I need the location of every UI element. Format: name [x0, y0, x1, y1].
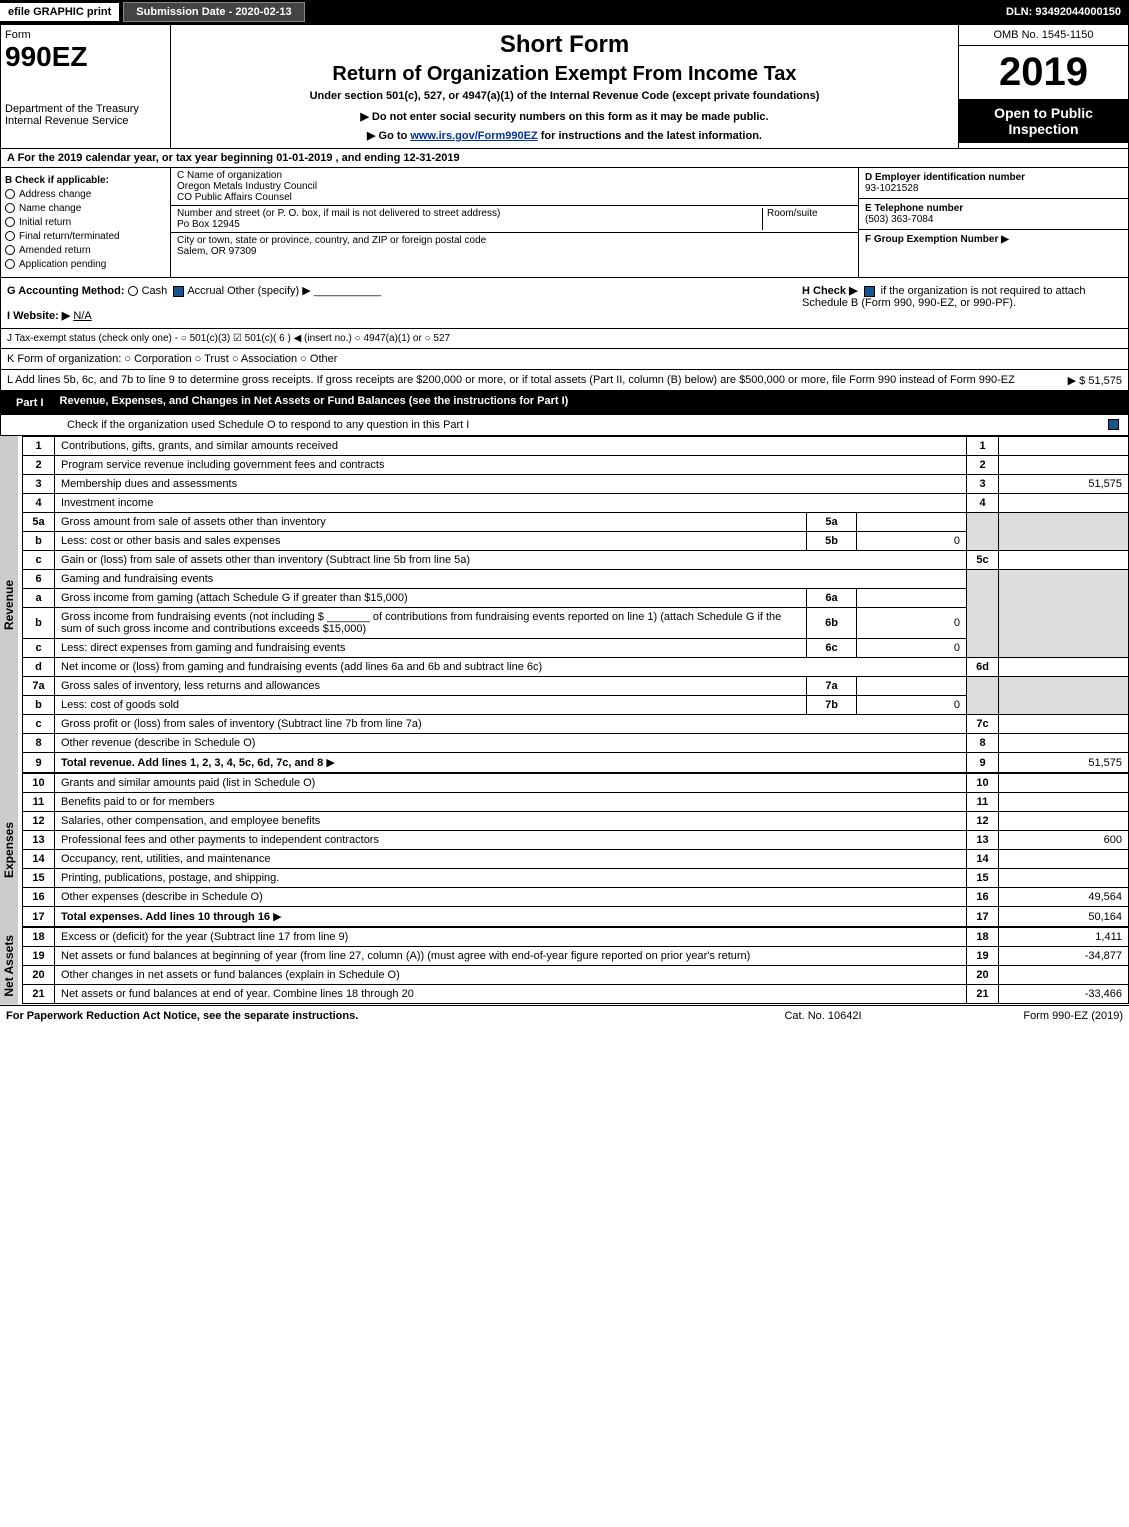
footer-left: For Paperwork Reduction Act Notice, see … — [6, 1010, 723, 1022]
val-l9: 51,575 — [999, 753, 1129, 773]
website-value: N/A — [73, 310, 91, 322]
val-l3: 51,575 — [999, 475, 1129, 494]
chk-address-change[interactable]: Address change — [5, 189, 166, 200]
dept-treasury: Department of the Treasury — [5, 103, 166, 115]
part1-check-row: Check if the organization used Schedule … — [0, 415, 1129, 436]
chk-schedule-b[interactable] — [864, 286, 875, 297]
room-label: Room/suite — [767, 208, 852, 219]
part1-label: Part I — [8, 395, 52, 411]
org-name: Oregon Metals Industry Council — [177, 181, 852, 192]
val-7b: 0 — [857, 696, 967, 715]
h-check: H Check ▶ if the organization is not req… — [802, 284, 1122, 322]
chk-name-change[interactable]: Name change — [5, 203, 166, 214]
chk-amended-return[interactable]: Amended return — [5, 245, 166, 256]
val-l17: 50,164 — [999, 907, 1129, 927]
chk-schedule-o[interactable] — [1108, 419, 1119, 430]
val-l18: 1,411 — [999, 928, 1129, 947]
return-title: Return of Organization Exempt From Incom… — [177, 63, 952, 86]
revenue-section: Revenue 1Contributions, gifts, grants, a… — [0, 436, 1129, 773]
row-j: J Tax-exempt status (check only one) - ○… — [0, 329, 1129, 349]
row-a-taxyear: A For the 2019 calendar year, or tax yea… — [0, 149, 1129, 168]
netassets-vlabel: Net Assets — [0, 927, 18, 1005]
group-exemption: F Group Exemption Number ▶ — [859, 230, 1128, 249]
val-l16: 49,564 — [999, 888, 1129, 907]
val-6c: 0 — [857, 639, 967, 658]
revenue-table: 1Contributions, gifts, grants, and simil… — [22, 436, 1129, 773]
city-block: City or town, state or province, country… — [171, 233, 858, 259]
chk-cash[interactable] — [128, 286, 138, 296]
header-left: Form 990EZ Department of the Treasury In… — [1, 25, 171, 148]
expenses-table: 10Grants and similar amounts paid (list … — [22, 773, 1129, 927]
col-b-checkboxes: B Check if applicable: Address change Na… — [1, 168, 171, 277]
chk-final-return[interactable]: Final return/terminated — [5, 231, 166, 242]
group-exemption-label: F Group Exemption Number ▶ — [865, 234, 1009, 245]
ssn-notice: ▶ Do not enter social security numbers o… — [177, 110, 952, 123]
org-co: CO Public Affairs Counsel — [177, 192, 852, 203]
tax-year: 2019 — [959, 46, 1128, 99]
row-l: L Add lines 5b, 6c, and 7b to line 9 to … — [0, 370, 1129, 391]
open-public: Open to Public Inspection — [959, 99, 1128, 143]
expenses-vlabel: Expenses — [0, 773, 18, 927]
irs-link[interactable]: www.irs.gov/Form990EZ — [410, 130, 537, 142]
irs-label: Internal Revenue Service — [5, 115, 166, 127]
dln-number: DLN: 93492044000150 — [1006, 6, 1129, 18]
goto-pre: ▶ Go to — [367, 130, 410, 142]
footer-right: Form 990-EZ (2019) — [923, 1010, 1123, 1022]
chk-initial-return[interactable]: Initial return — [5, 217, 166, 228]
netassets-section: Net Assets 18Excess or (deficit) for the… — [0, 927, 1129, 1005]
city-value: Salem, OR 97309 — [177, 246, 852, 257]
top-bar: efile GRAPHIC print Submission Date - 20… — [0, 0, 1129, 24]
page-footer: For Paperwork Reduction Act Notice, see … — [0, 1005, 1129, 1026]
efile-print-label[interactable]: efile GRAPHIC print — [0, 3, 119, 21]
expenses-section: Expenses 10Grants and similar amounts pa… — [0, 773, 1129, 927]
form-label: Form — [5, 29, 166, 41]
street-block: Number and street (or P. O. box, if mail… — [171, 206, 858, 233]
val-6b: 0 — [857, 608, 967, 639]
accounting-method: G Accounting Method: Cash Accrual Other … — [7, 284, 802, 297]
form-header: Form 990EZ Department of the Treasury In… — [0, 24, 1129, 149]
val-l13: 600 — [999, 831, 1129, 850]
col-c-org: C Name of organization Oregon Metals Ind… — [171, 168, 858, 277]
omb-number: OMB No. 1545-1150 — [959, 25, 1128, 46]
row-l-amount: ▶ $ 51,575 — [1068, 374, 1122, 387]
col-def: D Employer identification number 93-1021… — [858, 168, 1128, 277]
short-form-title: Short Form — [177, 31, 952, 59]
phone-block: E Telephone number (503) 363-7084 — [859, 199, 1128, 230]
website-row: I Website: ▶ N/A — [7, 309, 802, 322]
val-l19: -34,877 — [999, 947, 1129, 966]
org-name-block: C Name of organization Oregon Metals Ind… — [171, 168, 858, 206]
goto-line: ▶ Go to www.irs.gov/Form990EZ for instru… — [177, 129, 952, 142]
val-5b: 0 — [857, 532, 967, 551]
street-value: Po Box 12945 — [177, 219, 762, 230]
header-center: Short Form Return of Organization Exempt… — [171, 25, 958, 148]
footer-center: Cat. No. 10642I — [723, 1010, 923, 1022]
ein-label: D Employer identification number — [865, 172, 1122, 183]
chk-application-pending[interactable]: Application pending — [5, 259, 166, 270]
revenue-vlabel: Revenue — [0, 436, 18, 773]
netassets-table: 18Excess or (deficit) for the year (Subt… — [22, 927, 1129, 1004]
city-label: City or town, state or province, country… — [177, 235, 852, 246]
chk-accrual[interactable] — [173, 286, 184, 297]
row-k: K Form of organization: ○ Corporation ○ … — [0, 349, 1129, 370]
val-l21: -33,466 — [999, 985, 1129, 1004]
submission-date: Submission Date - 2020-02-13 — [123, 2, 304, 22]
org-name-label: C Name of organization — [177, 170, 852, 181]
row-gh: G Accounting Method: Cash Accrual Other … — [0, 278, 1129, 329]
ein-block: D Employer identification number 93-1021… — [859, 168, 1128, 199]
phone-value: (503) 363-7084 — [865, 214, 1122, 225]
street-label: Number and street (or P. O. box, if mail… — [177, 208, 762, 219]
form-number: 990EZ — [5, 41, 166, 73]
goto-post: for instructions and the latest informat… — [541, 130, 762, 142]
header-right: OMB No. 1545-1150 2019 Open to Public In… — [958, 25, 1128, 148]
section-bcdef: B Check if applicable: Address change Na… — [0, 168, 1129, 278]
col-b-title: B Check if applicable: — [5, 175, 166, 186]
phone-label: E Telephone number — [865, 203, 1122, 214]
part1-header: Part I Revenue, Expenses, and Changes in… — [0, 391, 1129, 415]
under-section: Under section 501(c), 527, or 4947(a)(1)… — [177, 90, 952, 102]
ein-value: 93-1021528 — [865, 183, 1122, 194]
part1-title: Revenue, Expenses, and Changes in Net As… — [60, 395, 1121, 411]
